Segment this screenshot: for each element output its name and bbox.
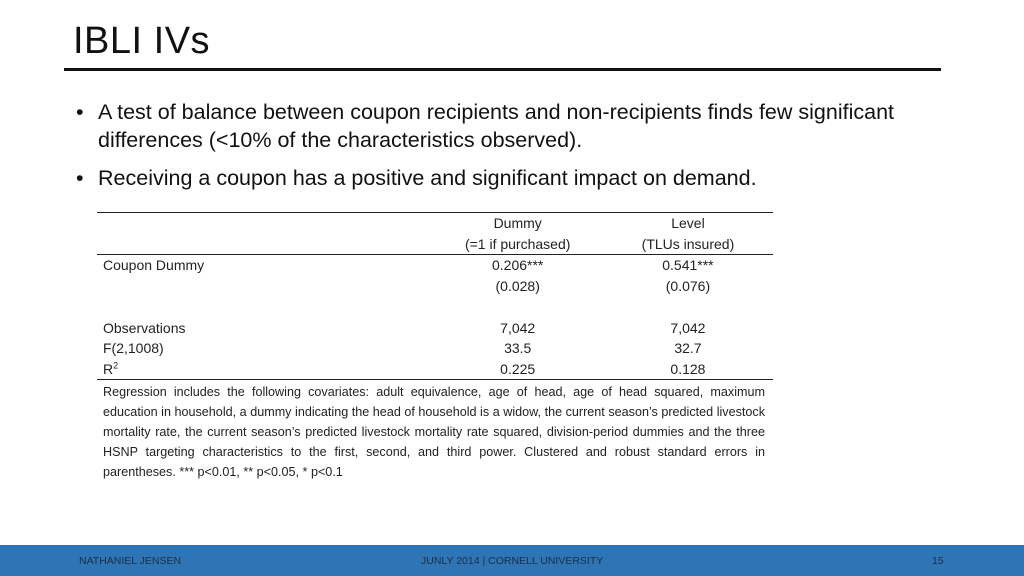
regression-table: Dummy Level (=1 if purchased) (TLUs insu… bbox=[97, 211, 773, 381]
footer-bar: NATHANIEL JENSEN JUNLY 2014 | CORNELL UN… bbox=[0, 545, 1024, 576]
footer-date-institution: JUNLY 2014 | CORNELL UNIVERSITY bbox=[421, 555, 604, 567]
col1-header: Dummy bbox=[432, 211, 603, 234]
row-value-col2: 7,042 bbox=[670, 319, 706, 336]
row-label: Observations bbox=[103, 319, 186, 336]
bullet-text: Receiving a coupon has a positive and si… bbox=[98, 166, 757, 190]
r-squared-label: R bbox=[103, 360, 114, 377]
row-value-col1: 33.5 bbox=[504, 340, 532, 357]
row-value-col2: 0.541*** bbox=[662, 257, 714, 274]
row-value-col1: 0.206*** bbox=[491, 257, 544, 274]
table-row: R2 0.225 0.128 bbox=[97, 358, 773, 381]
row-value-col2: (0.076) bbox=[665, 278, 711, 295]
table-row: Coupon Dummy 0.206*** 0.541*** bbox=[97, 255, 773, 276]
row-value-col2: 0.128 bbox=[602, 358, 773, 381]
row-label bbox=[97, 276, 432, 297]
col2-subheader: (TLUs insured) bbox=[602, 233, 773, 256]
row-value-col1: 0.225 bbox=[432, 358, 603, 381]
table-spacer-row bbox=[97, 296, 773, 317]
bullet-list: • A test of balance between coupon recip… bbox=[76, 98, 896, 202]
header-label-cell bbox=[97, 233, 433, 256]
bullet-text: A test of balance between coupon recipie… bbox=[98, 100, 894, 152]
header-label-cell bbox=[97, 211, 433, 234]
footer-author: NATHANIEL JENSEN bbox=[79, 555, 182, 567]
page-number: 15 bbox=[932, 555, 944, 567]
row-label: Coupon Dummy bbox=[103, 257, 205, 274]
table-row: F(2,1008) 33.5 32.7 bbox=[97, 338, 773, 359]
row-value-col2: 32.7 bbox=[674, 340, 702, 357]
slide-title: IBLI IVs bbox=[73, 20, 211, 62]
bullet-item: • A test of balance between coupon recip… bbox=[76, 98, 896, 154]
row-value-col1: 7,042 bbox=[500, 319, 536, 336]
table-row: Observations 7,042 7,042 bbox=[97, 317, 773, 338]
r-squared-superscript: 2 bbox=[113, 360, 119, 371]
table-row: (0.028) (0.076) bbox=[97, 276, 773, 297]
title-underline bbox=[64, 68, 941, 71]
table-header-row: Dummy Level bbox=[97, 211, 773, 234]
table-header-row: (=1 if purchased) (TLUs insured) bbox=[97, 233, 773, 256]
col2-header: Level bbox=[602, 211, 773, 234]
row-label: R2 bbox=[97, 358, 433, 381]
row-label: F(2,1008) bbox=[103, 340, 164, 357]
col1-subheader: (=1 if purchased) bbox=[432, 233, 603, 256]
bullet-marker: • bbox=[76, 166, 84, 190]
table-note: Regression includes the following covari… bbox=[103, 385, 765, 479]
bullet-marker: • bbox=[76, 100, 84, 124]
bullet-item: • Receiving a coupon has a positive and … bbox=[76, 164, 896, 192]
row-value-col1: (0.028) bbox=[495, 278, 540, 295]
